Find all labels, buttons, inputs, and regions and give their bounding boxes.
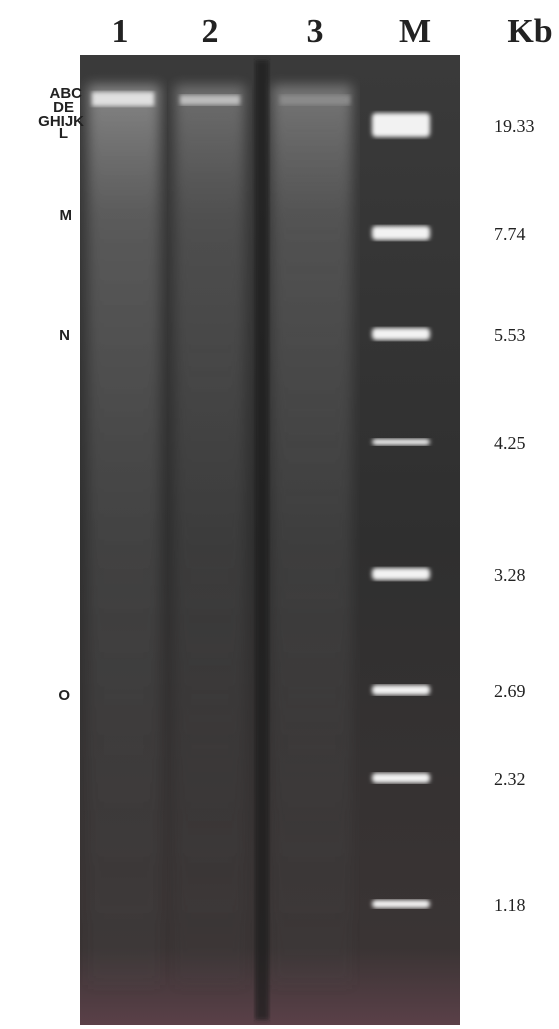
well-band (180, 95, 240, 105)
lane-label: M (399, 13, 431, 50)
lane-gap (255, 60, 269, 1020)
lane-label: 2 (202, 13, 219, 50)
marker-band (372, 773, 430, 783)
marker-band (372, 113, 430, 137)
band-label: ABC (50, 85, 83, 102)
band-label: DE (53, 99, 74, 116)
marker-size: 7.74 (494, 224, 526, 244)
well-band (280, 95, 350, 105)
well-band (92, 92, 154, 106)
lane-label: 1 (112, 13, 129, 50)
band-label: GHIJK (38, 113, 84, 130)
lane-smear (175, 85, 245, 985)
band-label: L (59, 125, 68, 142)
marker-band (372, 685, 430, 695)
band-label: N (59, 327, 70, 344)
marker-size: 5.53 (494, 325, 526, 345)
band-label: O (58, 687, 70, 704)
unit-label: Kb (507, 13, 552, 50)
marker-band (372, 226, 430, 240)
marker-size: 19.33 (494, 116, 535, 136)
marker-size: 1.18 (494, 895, 526, 915)
lane-smear (88, 85, 160, 985)
marker-size: 2.32 (494, 769, 526, 789)
labels: 1 2 3 M Kb 19.33 7.74 5.53 4.25 3.28 2.69 2.32 1.18 A… (38, 13, 553, 915)
marker-band (372, 900, 430, 908)
marker-size: 4.25 (494, 433, 526, 453)
band-label: M (60, 207, 73, 224)
lane-smear (272, 85, 352, 985)
lane-label: 3 (307, 13, 324, 50)
marker-band (372, 568, 430, 580)
marker-size: 2.69 (494, 681, 526, 701)
marker-band (372, 328, 430, 340)
marker-size: 3.28 (494, 565, 526, 585)
marker-band (372, 439, 430, 445)
